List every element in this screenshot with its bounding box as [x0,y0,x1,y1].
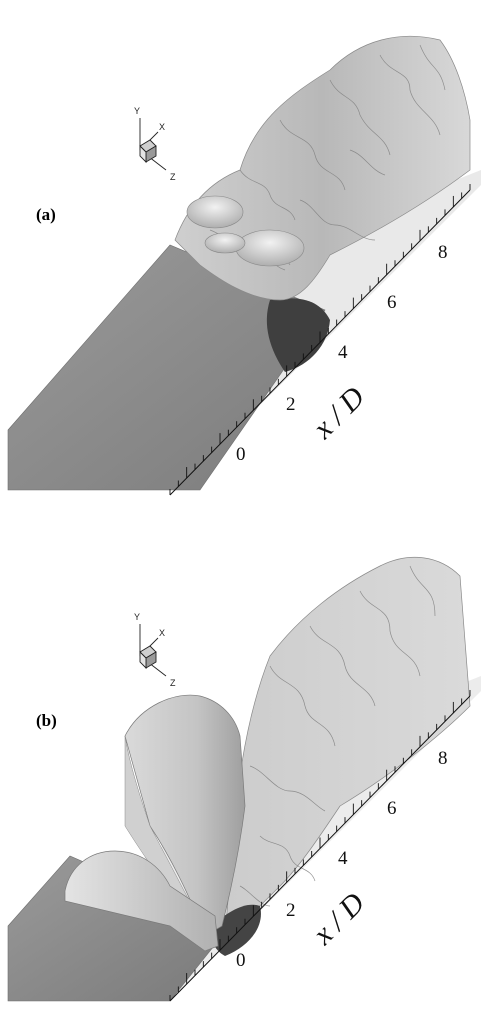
turbulence-texture [239,565,436,907]
x-tick-label: 8 [438,748,448,769]
x-tick-label: 4 [338,342,348,363]
roller-blob [204,232,246,254]
triad-z-label: Z [170,172,176,182]
panel-b-label: (b) [36,711,57,730]
x-axis-ticks [169,690,471,1001]
triad-x-label: X [159,122,165,132]
panel-b-figure: 0 2 4 6 8 x / D Y X Z [0,506,481,1011]
triad-y-label: Y [134,612,140,622]
roller-blob [186,195,244,229]
triad-y-label: Y [134,106,140,116]
x-tick-label: 4 [338,848,348,869]
triad-z-label: Z [170,678,176,688]
x-tick-label: 2 [286,394,296,415]
panel-a-figure: 0 2 4 6 8 x / D Y X Z [0,0,481,505]
jump-toe-shadow [266,298,330,372]
coordinate-triad [139,118,167,171]
triad-x-label: X [159,628,165,638]
x-tick-label: 6 [387,798,397,819]
curling-sheet-short [64,850,219,952]
panel-a: 0 2 4 6 8 x / D Y X Z (a) [0,0,481,505]
x-tick-label: 6 [387,292,397,313]
panel-b: 0 2 4 6 8 x / D Y X Z (b) [0,506,481,1011]
x-tick-label: 0 [236,950,246,971]
panel-a-label: (a) [36,205,56,224]
x-axis-ticks [169,184,471,495]
inflow-plate [7,855,231,1002]
turbulent-region [224,556,471,937]
x-tick-label: 8 [438,242,448,263]
x-tick-label: 2 [286,900,296,921]
x-tick-label: 0 [236,444,246,465]
curling-sheet-tall [124,694,246,937]
inflow-plate [7,244,326,491]
roller-blob [235,229,305,267]
coordinate-triad [139,624,167,677]
